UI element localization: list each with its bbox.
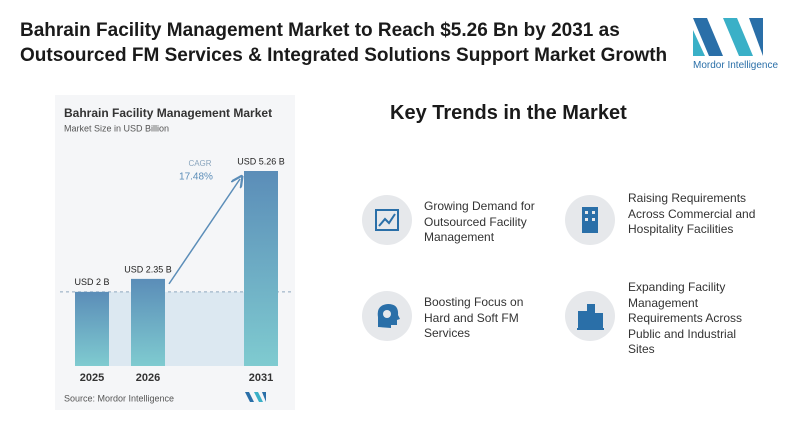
bar (244, 171, 278, 366)
bar (75, 291, 109, 366)
logo-text: Mordor Intelligence (693, 60, 779, 71)
value-label: USD 2 B (74, 277, 109, 287)
icon (362, 195, 412, 245)
icon (362, 291, 412, 341)
cagr-arrow (168, 179, 240, 285)
trend-text: Boosting Focus on Hard and Soft FM Servi… (424, 295, 524, 340)
icon (565, 195, 615, 245)
bar (131, 278, 165, 366)
x-tick-label: 2031 (249, 372, 273, 384)
value-label: USD 5.26 B (237, 156, 285, 166)
source: Source: Mordor Intelligence (64, 393, 174, 403)
trend-text: Growing Demand for Outsourced Facility M… (424, 199, 535, 244)
logo-mark (693, 18, 763, 56)
trends-title: Key Trends in the Market (390, 102, 627, 124)
growth-area (109, 291, 244, 366)
chart: Bahrain Facility Management Market Marke… (55, 95, 295, 410)
trend-text: Raising Requirements Across Commercial a… (628, 191, 756, 236)
value-label: USD 2.35 B (124, 264, 172, 274)
source-logo (245, 392, 266, 402)
cagr-value: 17.48% (179, 172, 213, 183)
x-tick-label: 2025 (80, 372, 104, 384)
cagr-label: CAGR (188, 159, 211, 168)
page-title: Bahrain Facility Management Market to Re… (20, 20, 668, 66)
chart-title: Bahrain Facility Management Market (64, 106, 272, 120)
chart-subtitle: Market Size in USD Billion (64, 123, 169, 133)
icon (565, 291, 615, 341)
trend-text: Expanding Facility Management Requiremen… (628, 280, 743, 356)
x-tick-label: 2026 (136, 372, 160, 384)
